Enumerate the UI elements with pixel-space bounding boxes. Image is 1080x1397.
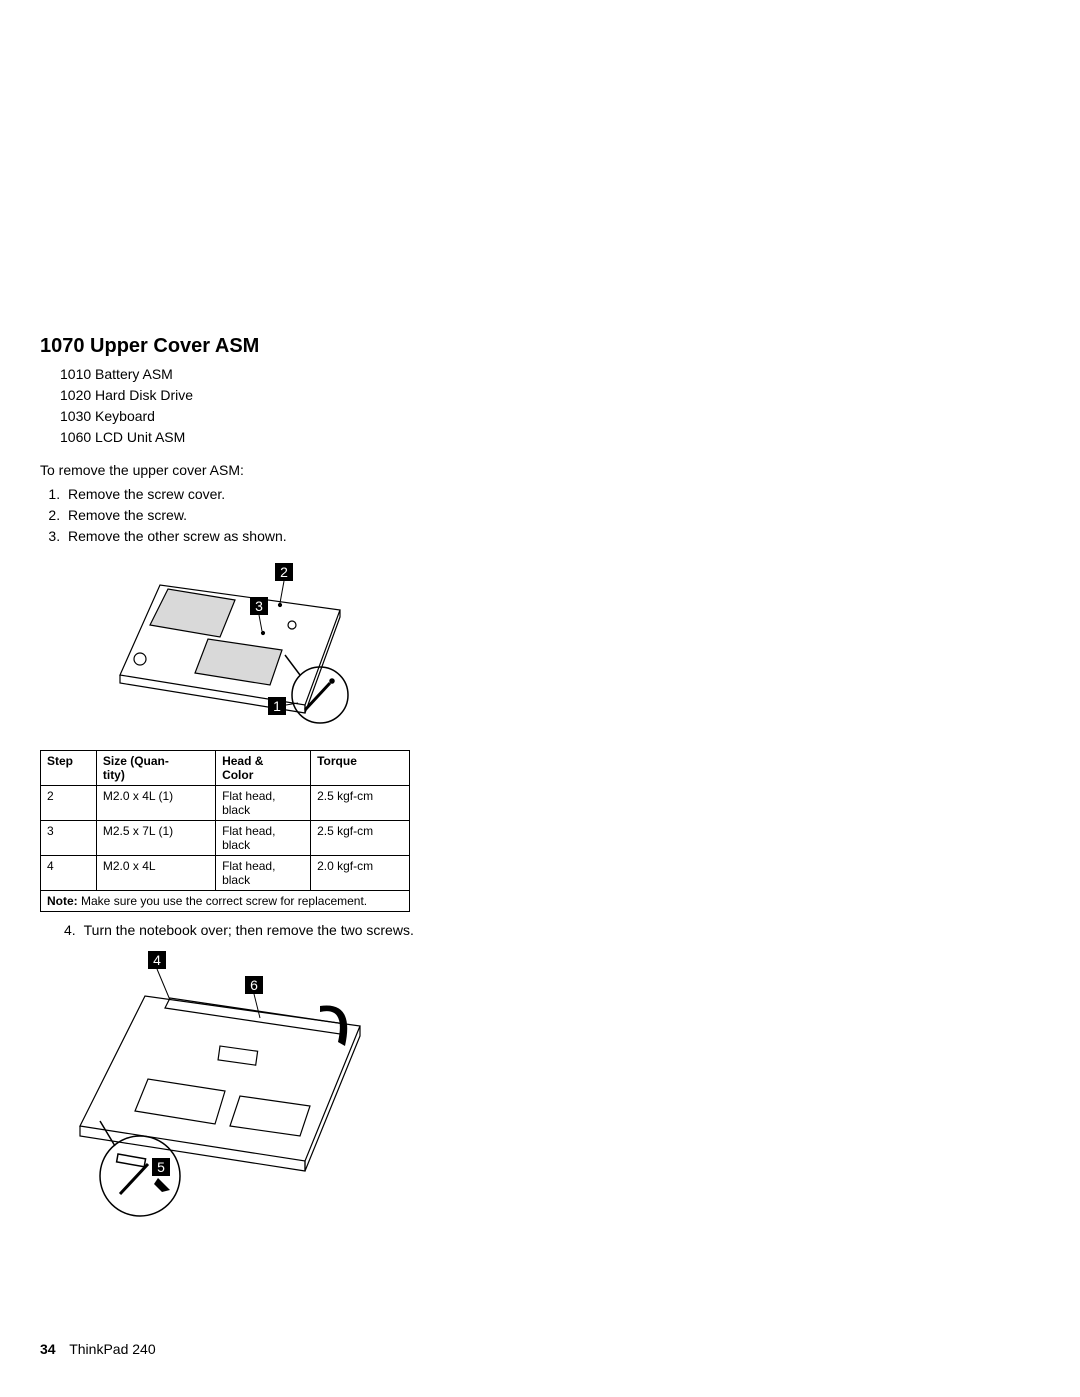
prereq-item: 1030 Keyboard <box>60 406 1040 427</box>
callout-3-label: 3 <box>255 598 263 614</box>
step-item: Remove the screw. <box>64 505 1040 526</box>
table-cell: M2.0 x 4L <box>96 856 215 891</box>
table-cell: Flat head, black <box>216 786 311 821</box>
callout-6-label: 6 <box>250 977 258 993</box>
table-cell: M2.5 x 7L (1) <box>96 821 215 856</box>
table-header: Head & Color <box>216 751 311 786</box>
table-header: Step <box>41 751 97 786</box>
table-row: 3 M2.5 x 7L (1) Flat head, black 2.5 kgf… <box>41 821 410 856</box>
section-title: 1070 Upper Cover ASM <box>40 335 1040 358</box>
note-text: Make sure you use the correct screw for … <box>81 894 367 908</box>
table-cell: M2.0 x 4L (1) <box>96 786 215 821</box>
intro-text: To remove the upper cover ASM: <box>40 462 1040 478</box>
prereq-item: 1060 LCD Unit ASM <box>60 427 1040 448</box>
diagram-upper-cover-bottom: 2 3 1 <box>100 555 1040 740</box>
page-content: 1070 Upper Cover ASM 1010 Battery ASM 10… <box>0 0 1080 1279</box>
step-4: 4. Turn the notebook over; then remove t… <box>64 922 1040 938</box>
table-cell: Flat head, black <box>216 821 311 856</box>
step4-number: 4. <box>64 922 80 938</box>
screw-table: Step Size (Quan- tity) Head & Color Torq… <box>40 750 410 912</box>
page-footer: 34 ThinkPad 240 <box>40 1341 156 1357</box>
footer-title: ThinkPad 240 <box>69 1341 155 1357</box>
diagram-upper-cover-top: 4 6 5 <box>70 946 1040 1231</box>
prereq-list: 1010 Battery ASM 1020 Hard Disk Drive 10… <box>60 364 1040 448</box>
callout-4-label: 4 <box>153 952 161 968</box>
table-row: 4 M2.0 x 4L Flat head, black 2.0 kgf-cm <box>41 856 410 891</box>
callout-1-label: 1 <box>273 698 281 714</box>
table-header: Size (Quan- tity) <box>96 751 215 786</box>
note-label: Note: <box>47 894 78 908</box>
table-cell: 2.5 kgf-cm <box>311 786 410 821</box>
table-cell: 2.5 kgf-cm <box>311 821 410 856</box>
callout-5-label: 5 <box>157 1159 165 1175</box>
step-item: Remove the other screw as shown. <box>64 526 1040 547</box>
prereq-item: 1020 Hard Disk Drive <box>60 385 1040 406</box>
steps-list-a: Remove the screw cover. Remove the screw… <box>40 484 1040 547</box>
table-note-row: Note: Make sure you use the correct scre… <box>41 891 410 912</box>
table-note-cell: Note: Make sure you use the correct scre… <box>41 891 410 912</box>
prereq-item: 1010 Battery ASM <box>60 364 1040 385</box>
table-header: Torque <box>311 751 410 786</box>
page-number: 34 <box>40 1341 56 1357</box>
table-cell: 2 <box>41 786 97 821</box>
table-cell: 4 <box>41 856 97 891</box>
callout-2-label: 2 <box>280 564 288 580</box>
step-item: Remove the screw cover. <box>64 484 1040 505</box>
table-row: 2 M2.0 x 4L (1) Flat head, black 2.5 kgf… <box>41 786 410 821</box>
table-cell: Flat head, black <box>216 856 311 891</box>
step4-text: Turn the notebook over; then remove the … <box>84 922 414 938</box>
table-cell: 3 <box>41 821 97 856</box>
table-cell: 2.0 kgf-cm <box>311 856 410 891</box>
